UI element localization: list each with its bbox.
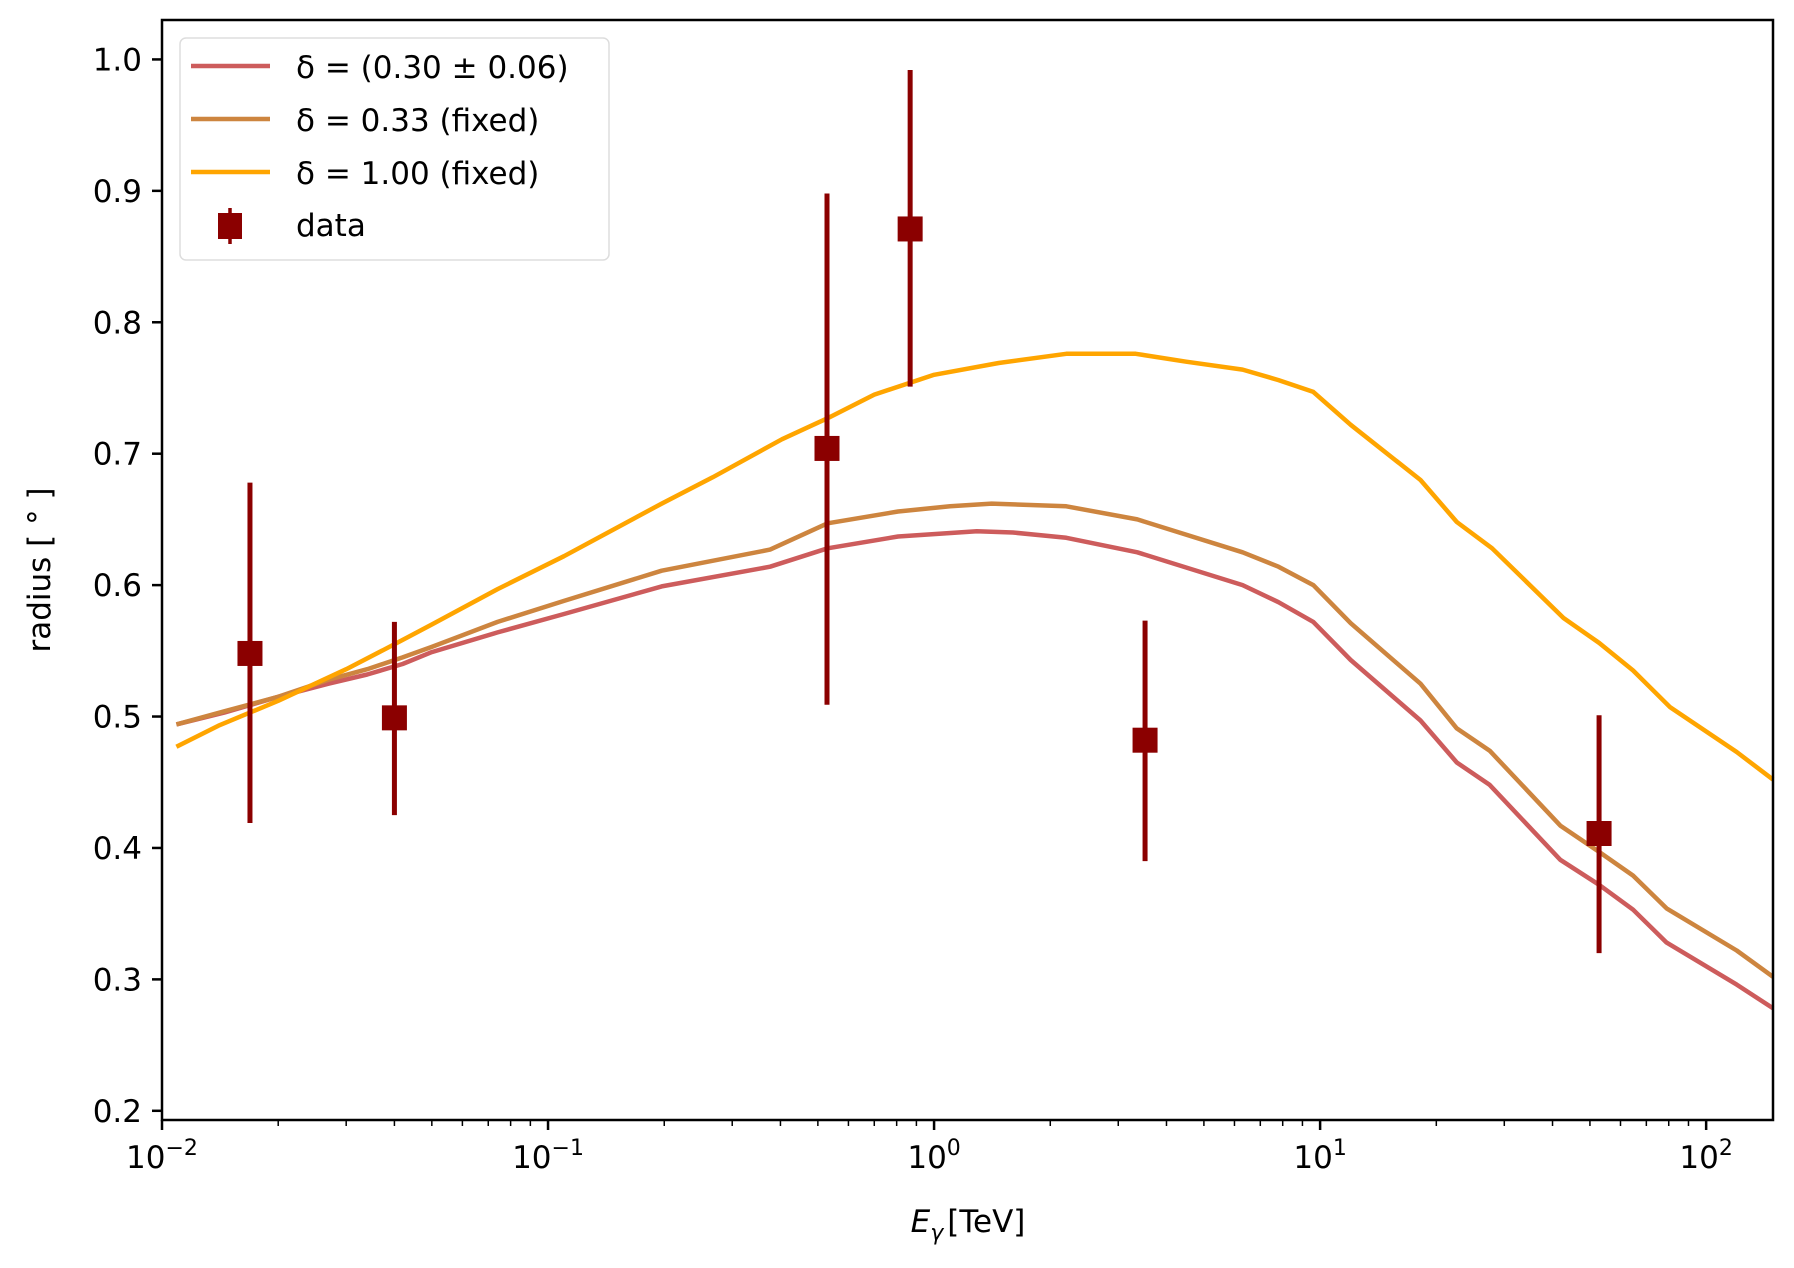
x-tick-label-4: 102 <box>1679 1136 1732 1176</box>
y-tick-label-3: 0.5 <box>93 700 142 736</box>
legend-label-series-1: δ = 0.33 (fixed) <box>296 103 539 139</box>
y-tick-label-1: 0.3 <box>93 962 142 998</box>
x-axis-label-unit: [TeV] <box>947 1204 1025 1240</box>
data-point-1 <box>381 705 407 731</box>
y-tick-label-6: 0.8 <box>93 305 142 341</box>
data-point-2 <box>814 435 840 461</box>
x-tick-label-0: 10−2 <box>126 1136 198 1176</box>
y-tick-label-8: 1.0 <box>93 42 142 78</box>
x-axis-label: Eγ [TeV] <box>911 1204 1026 1246</box>
data-point-4 <box>1132 727 1158 753</box>
data-point-3 <box>897 216 923 242</box>
y-tick-label-2: 0.4 <box>93 831 142 867</box>
x-axis: 10−2 10−1 100 101 102 <box>126 1120 1733 1176</box>
y-tick-label-5: 0.7 <box>93 437 142 473</box>
series-line-2 <box>175 351 1775 782</box>
legend-label-data: data <box>296 208 366 244</box>
legend-box <box>179 37 610 261</box>
x-axis-label-subscript: γ <box>930 1221 944 1246</box>
y-tick-label-4: 0.6 <box>93 568 142 604</box>
y-tick-label-0: 0.2 <box>93 1094 142 1130</box>
data-point-0 <box>237 640 263 666</box>
plot-frame <box>160 18 1775 1122</box>
legend-label-series-2: δ = 1.00 (fixed) <box>296 156 539 192</box>
x-tick-label-3: 101 <box>1293 1136 1346 1176</box>
x-axis-label-main: E <box>911 1204 931 1240</box>
data-points-layer <box>237 69 1612 954</box>
legend-swatch-data-marker <box>218 213 242 239</box>
x-tick-label-1: 10−1 <box>512 1136 584 1176</box>
legend-label-series-0: δ = (0.30 ± 0.06) <box>296 50 569 86</box>
y-axis-label: radius [ ° ] <box>22 487 58 652</box>
x-tick-label-2: 100 <box>907 1136 960 1176</box>
legend: δ = (0.30 ± 0.06) δ = 0.33 (fixed) δ = 1… <box>179 37 610 261</box>
data-point-5 <box>1586 821 1612 847</box>
y-tick-label-7: 0.9 <box>93 174 142 210</box>
y-axis: 0.2 0.3 0.4 0.5 0.6 0.7 0.8 0.9 1.0 <box>93 42 162 1130</box>
